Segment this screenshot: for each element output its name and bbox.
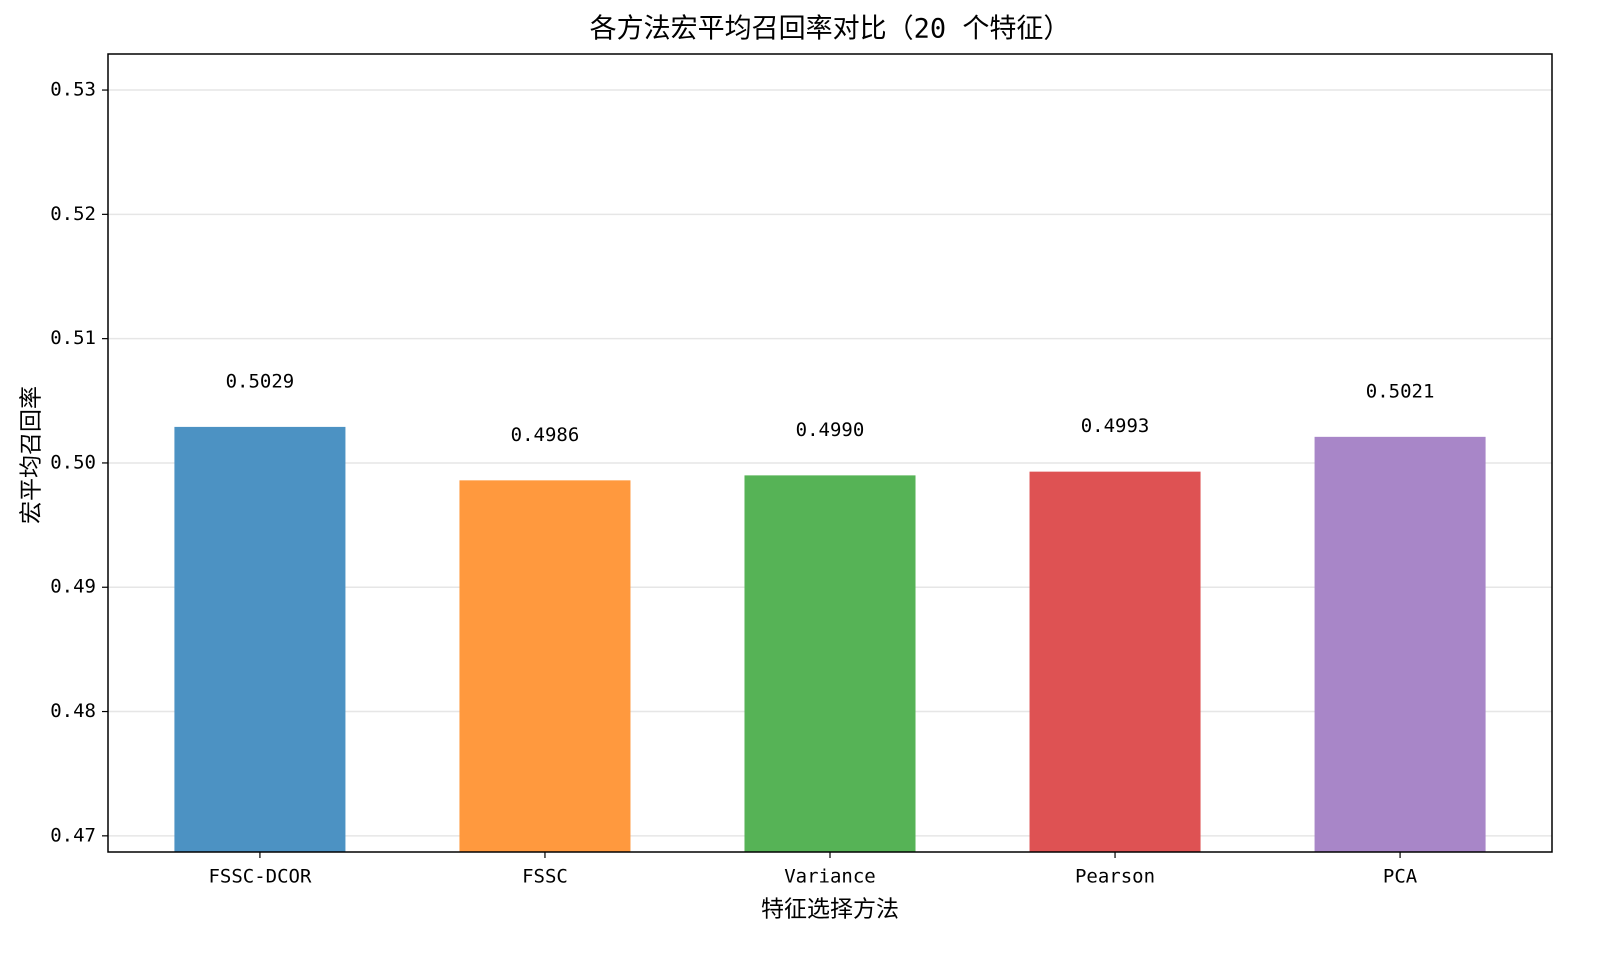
value-label: 0.5021 (1366, 380, 1435, 402)
y-tick-label: 0.51 (50, 327, 96, 349)
y-tick-label: 0.50 (50, 451, 96, 473)
x-axis-label: 特征选择方法 (761, 897, 899, 923)
y-tick-label: 0.49 (50, 576, 96, 598)
x-tick-label: PCA (1383, 866, 1418, 888)
value-label: 0.4990 (796, 419, 865, 441)
chart-title: 各方法宏平均召回率对比（20 个特征） (590, 14, 1071, 45)
bar (1029, 471, 1201, 852)
x-tick-label: Variance (784, 866, 876, 888)
value-label: 0.4993 (1081, 415, 1150, 437)
bar (459, 480, 631, 852)
bar (744, 475, 916, 852)
value-label: 0.5029 (226, 370, 295, 392)
x-tick-label: FSSC (522, 866, 568, 888)
value-label: 0.4986 (511, 424, 580, 446)
bar (174, 426, 346, 852)
y-tick-label: 0.48 (50, 700, 96, 722)
y-tick-label: 0.47 (50, 824, 96, 846)
x-tick-label: FSSC-DCOR (208, 866, 312, 888)
y-tick-label: 0.53 (50, 79, 96, 101)
x-tick-label: Pearson (1075, 866, 1155, 888)
plot-frame (107, 53, 1553, 853)
y-axis-label: 宏平均召回率 (19, 386, 45, 524)
y-tick-label: 0.52 (50, 203, 96, 225)
bar (1314, 436, 1486, 852)
